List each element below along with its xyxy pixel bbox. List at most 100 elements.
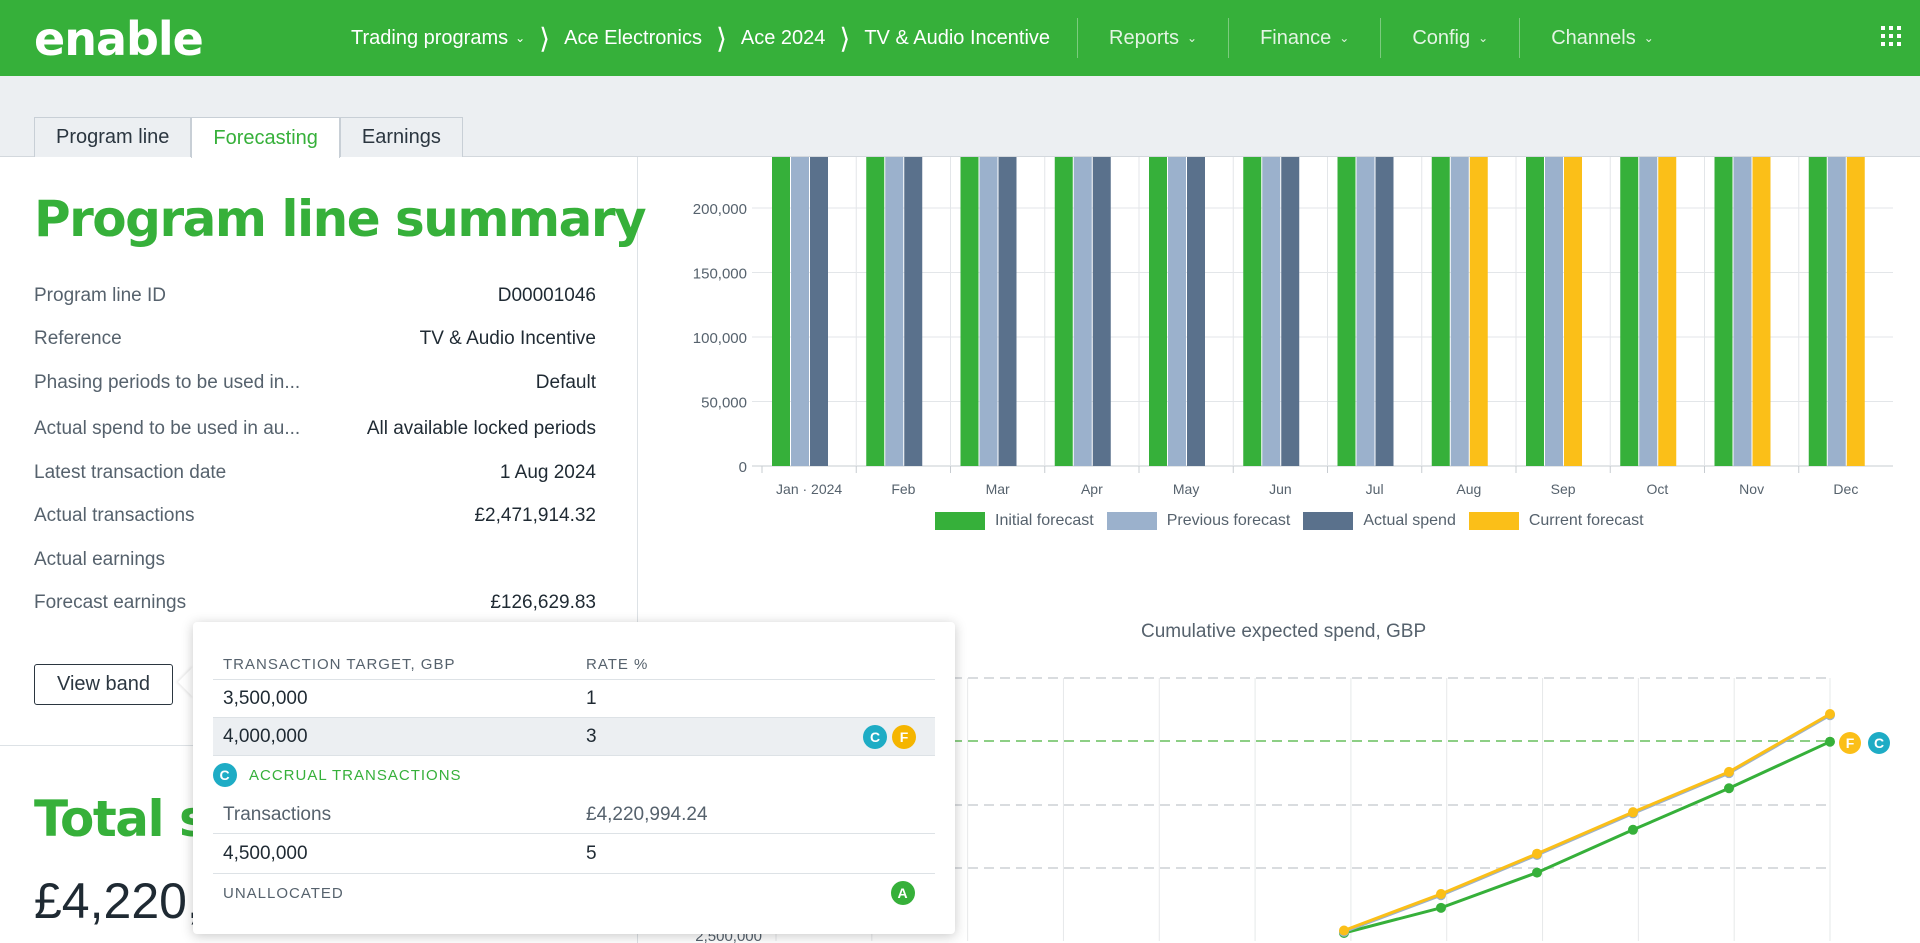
tab-forecasting[interactable]: Forecasting: [191, 117, 340, 158]
bar-current-forecast: [1752, 157, 1771, 466]
bar-initial-forecast: [1431, 157, 1450, 466]
line-point-initial: [1436, 902, 1446, 913]
nav-menu-channels[interactable]: Channels ⌄: [1519, 18, 1685, 58]
unallocated-label: UNALLOCATED: [223, 884, 344, 902]
summary-row: Latest transaction date 1 Aug 2024: [34, 462, 596, 484]
line-point-initial: [1724, 783, 1734, 794]
x-tick-label: Feb: [891, 481, 915, 497]
x-tick-label: Dec: [1833, 481, 1858, 497]
chevron-down-icon: ⌄: [1478, 31, 1489, 45]
bar-initial-forecast: [1526, 157, 1544, 466]
breadcrumb-label: TV & Audio Incentive: [864, 26, 1051, 49]
chevron-down-icon: ⌄: [515, 31, 526, 45]
x-tick-label: Jan · 2024: [776, 481, 842, 497]
breadcrumb-separator-icon: ⟩: [839, 22, 851, 54]
y-tick-label: 0: [739, 459, 747, 476]
column-header-rate: RATE %: [586, 655, 649, 673]
nav-menu-label: Channels: [1551, 26, 1636, 49]
line-point-initial: [1628, 824, 1638, 835]
x-tick-label: May: [1173, 481, 1199, 497]
legend-item-current[interactable]: Current forecast: [1468, 512, 1644, 530]
bar-initial-forecast: [1808, 157, 1827, 466]
summary-key: Forecast earnings: [34, 592, 187, 613]
nav-menu-config[interactable]: Config ⌄: [1380, 18, 1519, 58]
bar-initial-forecast: [1243, 157, 1262, 466]
bar-actual-spend: [904, 157, 923, 466]
band-row-current[interactable]: 4,000,000 3 C F: [213, 718, 935, 756]
summary-key: Latest transaction date: [34, 462, 227, 483]
tab-bar: Program line Forecasting Earnings: [34, 117, 463, 158]
nav-menu-label: Reports: [1109, 26, 1180, 49]
summary-value: 1 Aug 2024: [499, 462, 596, 483]
legend-swatch: [935, 512, 985, 530]
line-series-current: [1343, 712, 1831, 932]
nav-menu-reports[interactable]: Reports ⌄: [1077, 18, 1228, 58]
bar-actual-spend: [1281, 157, 1300, 466]
tab-earnings[interactable]: Earnings: [339, 117, 463, 157]
bar-actual-spend: [1092, 157, 1111, 466]
bar-actual-spend: [1375, 157, 1394, 466]
apps-grid-icon[interactable]: [1881, 26, 1901, 46]
breadcrumb-separator-icon: ⟩: [715, 22, 727, 54]
nav-menu-finance[interactable]: Finance ⌄: [1228, 18, 1380, 58]
summary-row: Phasing periods to be used in... Default: [34, 372, 596, 394]
summary-row: Reference TV & Audio Incentive: [34, 328, 596, 350]
bar-initial-forecast: [1620, 157, 1639, 466]
x-tick-label: Sep: [1551, 481, 1576, 497]
bar-previous-forecast: [979, 157, 998, 466]
x-tick-label: Nov: [1739, 481, 1764, 497]
enable-logo[interactable]: enable: [34, 12, 204, 66]
bar-initial-forecast: [772, 157, 790, 466]
bar-initial-forecast: [1714, 157, 1733, 466]
band-target: 3,500,000: [223, 687, 308, 709]
bar-initial-forecast: [1337, 157, 1356, 466]
bar-actual-spend: [810, 157, 828, 466]
y-tick-label: 100,000: [693, 330, 747, 347]
badge-c: C: [213, 763, 237, 787]
band-row[interactable]: 4,500,000 5: [213, 834, 935, 874]
bar-current-forecast: [1846, 157, 1865, 466]
breadcrumb-ace-electronics[interactable]: Ace Electronics: [564, 27, 702, 50]
breadcrumb-label: Ace 2024: [740, 26, 826, 49]
transactions-row: Transactions £4,220,994.24: [213, 796, 935, 834]
summary-key: Program line ID: [34, 285, 166, 306]
legend-label: Current forecast: [1528, 512, 1644, 529]
summary-value: Default: [535, 372, 596, 393]
bar-initial-forecast: [960, 157, 979, 466]
top-nav-bar: enable Trading programs ⌄ ⟩ Ace Electron…: [0, 0, 1920, 76]
breadcrumb-trading-programs[interactable]: Trading programs ⌄: [351, 27, 525, 50]
band-target: 4,000,000: [223, 725, 308, 747]
chevron-down-icon: ⌄: [1187, 31, 1198, 45]
line-point-current: [1532, 848, 1542, 859]
view-band-button[interactable]: View band: [34, 664, 173, 705]
band-target: 4,500,000: [223, 842, 308, 864]
badge-c: C: [863, 725, 887, 749]
breadcrumb-current[interactable]: TV & Audio Incentive: [864, 27, 1050, 50]
legend-swatch: [1468, 512, 1519, 530]
line-series-previous: [1343, 713, 1831, 934]
line-point-current: [1628, 807, 1638, 818]
legend-item-initial[interactable]: Initial forecast: [935, 512, 1094, 530]
legend-swatch: [1303, 512, 1354, 530]
nav-menu-label: Finance: [1260, 26, 1332, 49]
total-section-title: Total s: [34, 790, 209, 848]
band-row[interactable]: 3,500,000 1: [213, 680, 935, 718]
y-tick-label: 50,000: [701, 395, 747, 412]
band-rate: 3: [586, 725, 597, 747]
summary-value: All available locked periods: [366, 418, 596, 439]
legend-label: Previous forecast: [1166, 512, 1291, 529]
legend-label: Initial forecast: [995, 512, 1094, 529]
bar-previous-forecast: [1827, 157, 1846, 466]
accrual-label: ACCRUAL TRANSACTIONS: [249, 766, 462, 784]
legend-item-previous[interactable]: Previous forecast: [1106, 512, 1291, 530]
popover-arrow: [178, 666, 194, 698]
tab-program-line[interactable]: Program line: [34, 117, 192, 157]
summary-value: £126,629.83: [490, 592, 596, 613]
legend-item-actual[interactable]: Actual spend: [1303, 512, 1456, 530]
breadcrumb-ace-2024[interactable]: Ace 2024: [741, 27, 826, 50]
bar-previous-forecast: [1356, 157, 1375, 466]
legend-swatch: [1106, 512, 1157, 530]
breadcrumb: Trading programs ⌄ ⟩ Ace Electronics ⟩ A…: [351, 0, 1050, 76]
nav-menus: Reports ⌄ Finance ⌄ Config ⌄ Channels ⌄: [1077, 0, 1685, 76]
x-tick-label: Aug: [1456, 481, 1481, 497]
